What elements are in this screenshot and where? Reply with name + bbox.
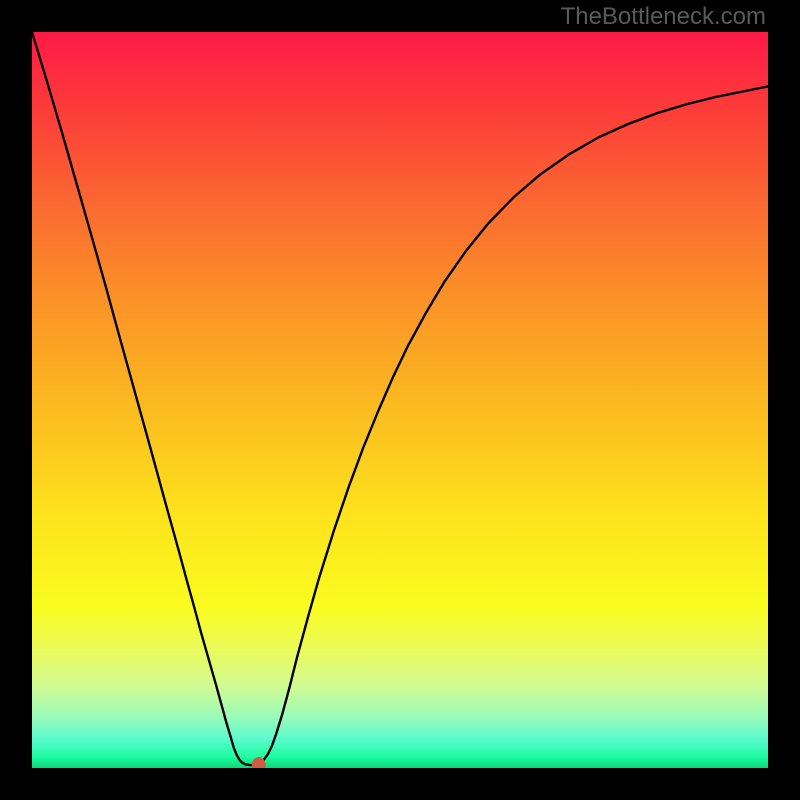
- plot-area: [32, 32, 768, 768]
- watermark-text: TheBottleneck.com: [561, 3, 766, 31]
- bottleneck-curve: [32, 32, 768, 765]
- chart-root: { "canvas": { "width": 800, "height": 80…: [0, 0, 800, 800]
- curve-layer: [32, 32, 768, 768]
